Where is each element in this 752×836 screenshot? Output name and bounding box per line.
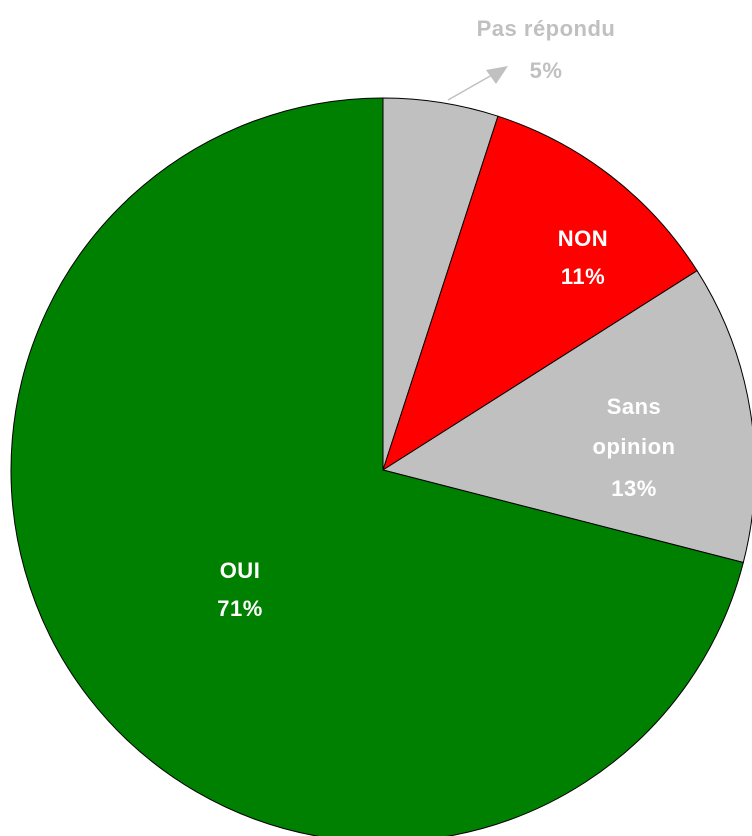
pie-slice bbox=[381, 269, 752, 564]
slice-label: NON bbox=[558, 226, 608, 251]
slice-label: Sans opinion bbox=[593, 394, 676, 459]
leader-line bbox=[447, 74, 493, 101]
pie-slice bbox=[382, 115, 698, 472]
slice-label: OUI bbox=[220, 558, 261, 583]
labels: Pas répondu 5% NON 11% Sans opinion 13% OUI 71% bbox=[217, 16, 675, 621]
value-label: 11% bbox=[561, 264, 605, 289]
slice-label: Pas répondu bbox=[477, 16, 616, 41]
pie bbox=[10, 97, 752, 836]
value-label: 5% bbox=[530, 58, 563, 83]
leader-arrow bbox=[486, 66, 508, 84]
value-label: 13% bbox=[611, 476, 657, 501]
value-label: 71% bbox=[217, 596, 263, 621]
pie-slice bbox=[10, 97, 744, 836]
